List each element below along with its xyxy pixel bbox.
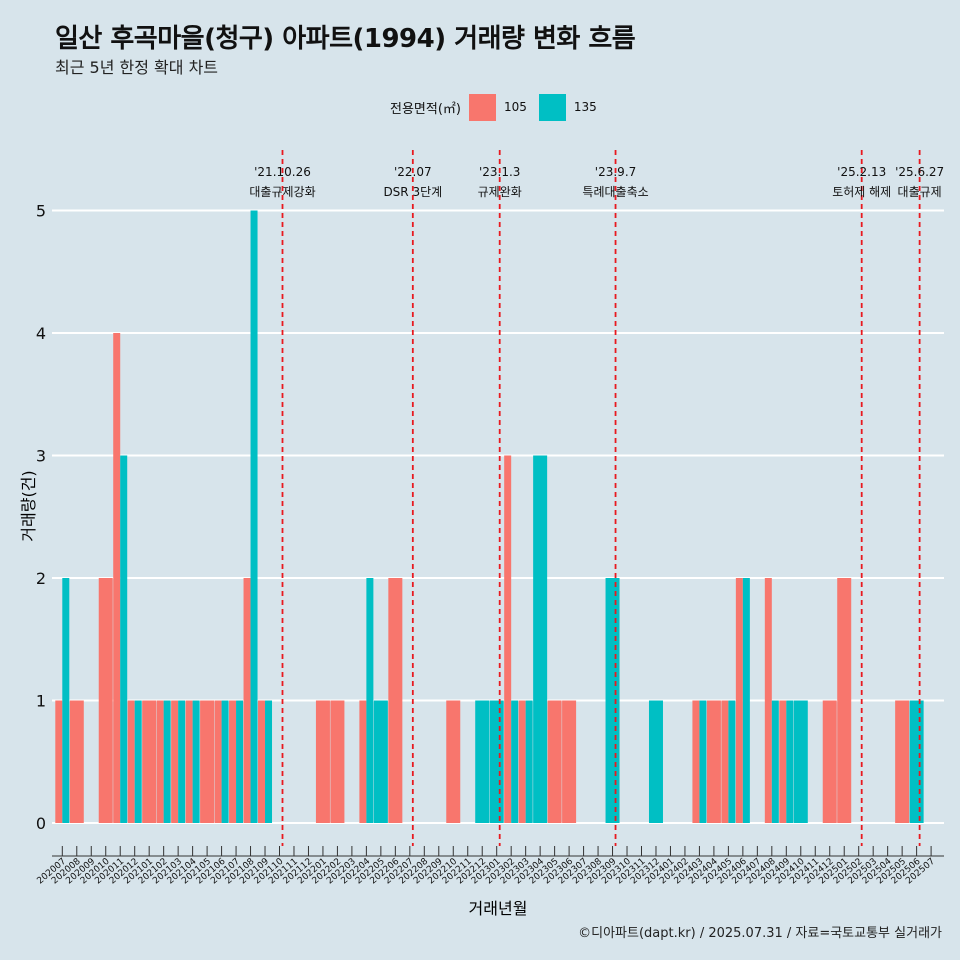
- bar-105-202012: [127, 700, 135, 823]
- event-name-label: 특례대출축소: [582, 185, 648, 199]
- y-tick-label: 4: [36, 324, 46, 343]
- chart-title: 일산 후곡마을(청구) 아파트(1994) 거래량 변화 흐름: [55, 24, 636, 54]
- bar-105-202201: [315, 700, 330, 823]
- bar-105-202108: [243, 578, 251, 823]
- bar-105-202408: [764, 578, 772, 823]
- bar-105-202404: [706, 700, 721, 823]
- bar-105-202107: [229, 700, 237, 823]
- event-date-label: '25.2.13: [837, 165, 886, 179]
- legend-title: 전용면적(㎡): [390, 101, 461, 117]
- legend-label-105: 105: [503, 100, 527, 114]
- bar-135-202506: [909, 700, 924, 823]
- bar-105-202109: [258, 700, 266, 823]
- bar-135-202011: [120, 455, 128, 823]
- bar-105-202501: [837, 578, 852, 823]
- bar-135-202007: [62, 578, 70, 823]
- bar-105-202105: [200, 700, 215, 823]
- event-date-label: '23.9.7: [595, 165, 636, 179]
- event-date-label: '23.1.3: [479, 165, 520, 179]
- bar-105-202008: [69, 700, 84, 823]
- bar-105-202007: [55, 700, 63, 823]
- event-name-label: 대출규제: [898, 185, 942, 199]
- y-tick-label: 0: [36, 814, 46, 833]
- bar-135-202409: [786, 700, 794, 823]
- y-tick-label: 3: [36, 447, 46, 466]
- bar-135-202103: [178, 700, 186, 823]
- chart-subtitle: 최근 5년 한정 확대 차트: [55, 58, 219, 77]
- bar-105-202210: [446, 700, 461, 823]
- event-name-label: 토허제 해제: [832, 185, 891, 199]
- legend-swatch-135: [538, 93, 566, 121]
- event-date-label: '21.10.26: [254, 165, 311, 179]
- y-axis-label: 거래량(건): [19, 470, 38, 541]
- y-tick-label: 2: [36, 569, 46, 588]
- legend: 전용면적(㎡) 105 135: [390, 92, 609, 122]
- bar-105-202011: [113, 333, 121, 823]
- event-date-label: '22.07: [394, 165, 432, 179]
- bar-135-202302: [511, 700, 519, 823]
- bar-105-202101: [142, 700, 157, 823]
- y-tick-label: 5: [36, 202, 46, 221]
- bar-135-202106: [221, 700, 229, 823]
- bar-135-202212: [475, 700, 490, 823]
- legend-label-135: 135: [573, 100, 597, 114]
- bar-105-202405: [721, 700, 729, 823]
- bar-105-202306: [562, 700, 577, 823]
- y-tick-label: 1: [36, 692, 46, 711]
- bars: [55, 210, 924, 823]
- bar-135-202012: [134, 700, 142, 823]
- bar-105-202403: [692, 700, 700, 823]
- bar-105-202103: [171, 700, 179, 823]
- x-axis-label: 거래년월: [469, 899, 528, 918]
- event-lines: '21.10.26 대출규제강화 '22.07 DSR 3단계 '23.1.3 규제완화 '…: [249, 150, 944, 846]
- bar-135-202204: [366, 578, 374, 823]
- bar-105-202412: [822, 700, 837, 823]
- bar-105-202010: [98, 578, 113, 823]
- bar-135-202104: [192, 700, 200, 823]
- bar-135-202108: [250, 210, 258, 823]
- bar-105-202505: [895, 700, 910, 823]
- bar-135-202410: [793, 700, 808, 823]
- bar-105-202303: [518, 700, 526, 823]
- bar-135-202408: [771, 700, 779, 823]
- bar-135-202304: [533, 455, 548, 823]
- bar-105-202406: [735, 578, 743, 823]
- bar-105-202206: [388, 578, 403, 823]
- bar-105-202104: [185, 700, 193, 823]
- bar-135-202403: [699, 700, 707, 823]
- legend-swatch-105: [468, 93, 496, 121]
- source-caption: ©디아파트(dapt.kr) / 2025.07.31 / 자료=국토교통부 실…: [578, 926, 942, 941]
- bar-135-202109: [265, 700, 273, 823]
- bar-105-202305: [547, 700, 562, 823]
- bar-105-202204: [359, 700, 367, 823]
- bar-105-202102: [156, 700, 164, 823]
- event-name-label: 대출규제강화: [249, 185, 315, 199]
- bar-135-202102: [163, 700, 171, 823]
- event-date-label: '25.6.27: [895, 165, 944, 179]
- bar-135-202107: [236, 700, 244, 823]
- bar-105-202202: [330, 700, 345, 823]
- bar-135-202309: [605, 578, 620, 823]
- bar-105-202106: [214, 700, 222, 823]
- bar-135-202405: [728, 700, 736, 823]
- bar-135-202205: [373, 700, 388, 823]
- event-name-label: 규제완화: [478, 185, 522, 199]
- bar-135-202303: [525, 700, 533, 823]
- bar-105-202302: [504, 455, 512, 823]
- bar-135-202312: [648, 700, 663, 823]
- bar-135-202301: [489, 700, 504, 823]
- event-name-label: DSR 3단계: [383, 185, 442, 199]
- bar-105-202409: [779, 700, 787, 823]
- bar-135-202406: [742, 578, 750, 823]
